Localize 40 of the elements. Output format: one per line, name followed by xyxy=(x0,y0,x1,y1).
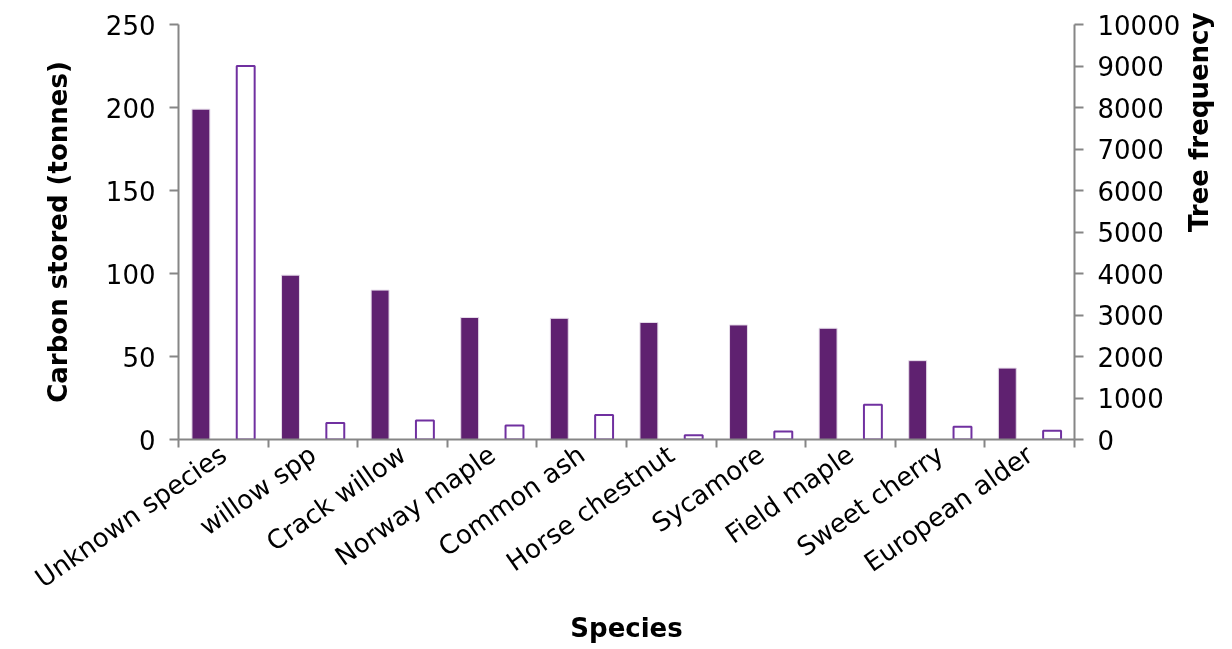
bar xyxy=(908,360,928,440)
y2-tick-label: 9000 xyxy=(1097,52,1164,82)
bar xyxy=(818,327,838,440)
y-tick-label: 150 xyxy=(105,176,156,207)
y2-tick-label: 6000 xyxy=(1097,176,1164,207)
bar xyxy=(594,414,615,440)
y-axis-title: Carbon stored (tonnes) xyxy=(42,61,73,403)
bar xyxy=(191,108,211,440)
y-tick-label: 0 xyxy=(138,425,156,456)
bar xyxy=(281,274,300,440)
y-tick-label: 250 xyxy=(105,10,156,41)
y2-tick-label: 10000 xyxy=(1097,10,1181,41)
y2-tick-label: 3000 xyxy=(1097,301,1164,331)
bar xyxy=(414,419,435,440)
bar xyxy=(862,403,883,440)
y2-tick-label: 7000 xyxy=(1097,135,1164,165)
bar xyxy=(1042,429,1063,440)
y2-axis-title: Tree frequency xyxy=(1184,12,1215,232)
bar xyxy=(325,421,346,440)
y2-tick-label: 1000 xyxy=(1097,384,1164,414)
y2-tick-label: 5000 xyxy=(1097,218,1164,248)
y-tick-label: 100 xyxy=(105,259,156,290)
bar xyxy=(683,434,704,440)
y-tick-label: 200 xyxy=(105,93,156,124)
bar xyxy=(952,425,973,440)
bar xyxy=(504,424,525,440)
bar xyxy=(773,430,794,440)
bar xyxy=(460,316,480,440)
y2-tick-label: 2000 xyxy=(1097,342,1164,373)
y2-tick-label: 0 xyxy=(1097,425,1115,456)
bar xyxy=(729,324,748,440)
bar xyxy=(549,317,569,440)
y2-tick-label: 4000 xyxy=(1097,259,1164,290)
bar xyxy=(370,289,390,440)
y-tick-label: 50 xyxy=(122,342,156,373)
x-axis-title: Species xyxy=(570,612,683,643)
bar xyxy=(235,65,256,440)
y2-tick-label: 8000 xyxy=(1097,93,1164,124)
bar xyxy=(997,367,1017,440)
bar xyxy=(639,321,659,440)
